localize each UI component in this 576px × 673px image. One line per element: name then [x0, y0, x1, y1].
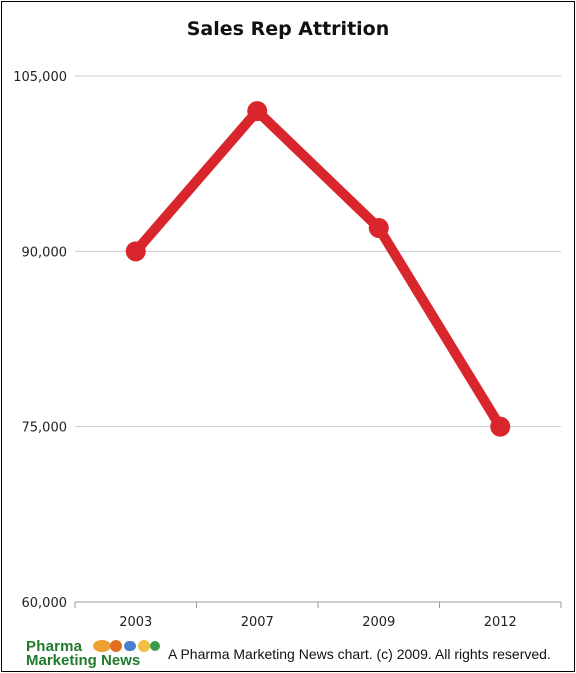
y-tick-label: 60,000 — [22, 596, 68, 611]
logo-line-1: Pharma — [26, 638, 83, 655]
logo-line-2: Marketing News — [26, 652, 141, 669]
data-point — [490, 416, 511, 437]
y-tick-label: 75,000 — [22, 421, 68, 436]
pharma-marketing-news-logo: Pharma Marketing News — [26, 638, 166, 669]
data-point — [125, 241, 146, 262]
pills-icon — [93, 640, 160, 652]
data-point — [368, 217, 389, 238]
line-chart: 60,000 75,000 90,000 105,000 2003 2007 2009 201… — [13, 70, 562, 630]
footer: Pharma Marketing News A Pharma Marketing… — [2, 636, 574, 669]
data-point — [247, 101, 268, 122]
series-line — [130, 106, 506, 432]
x-tick-label: 2003 — [119, 615, 152, 630]
chart-title: Sales Rep Attrition — [186, 18, 390, 40]
copyright-credit: A Pharma Marketing News chart. (c) 2009.… — [168, 646, 551, 662]
x-tick-label: 2009 — [362, 615, 395, 630]
x-tick-label: 2007 — [241, 615, 274, 630]
y-tick-label: 105,000 — [13, 70, 67, 85]
x-tick-label: 2012 — [484, 615, 517, 630]
y-tick-label: 90,000 — [22, 245, 68, 260]
